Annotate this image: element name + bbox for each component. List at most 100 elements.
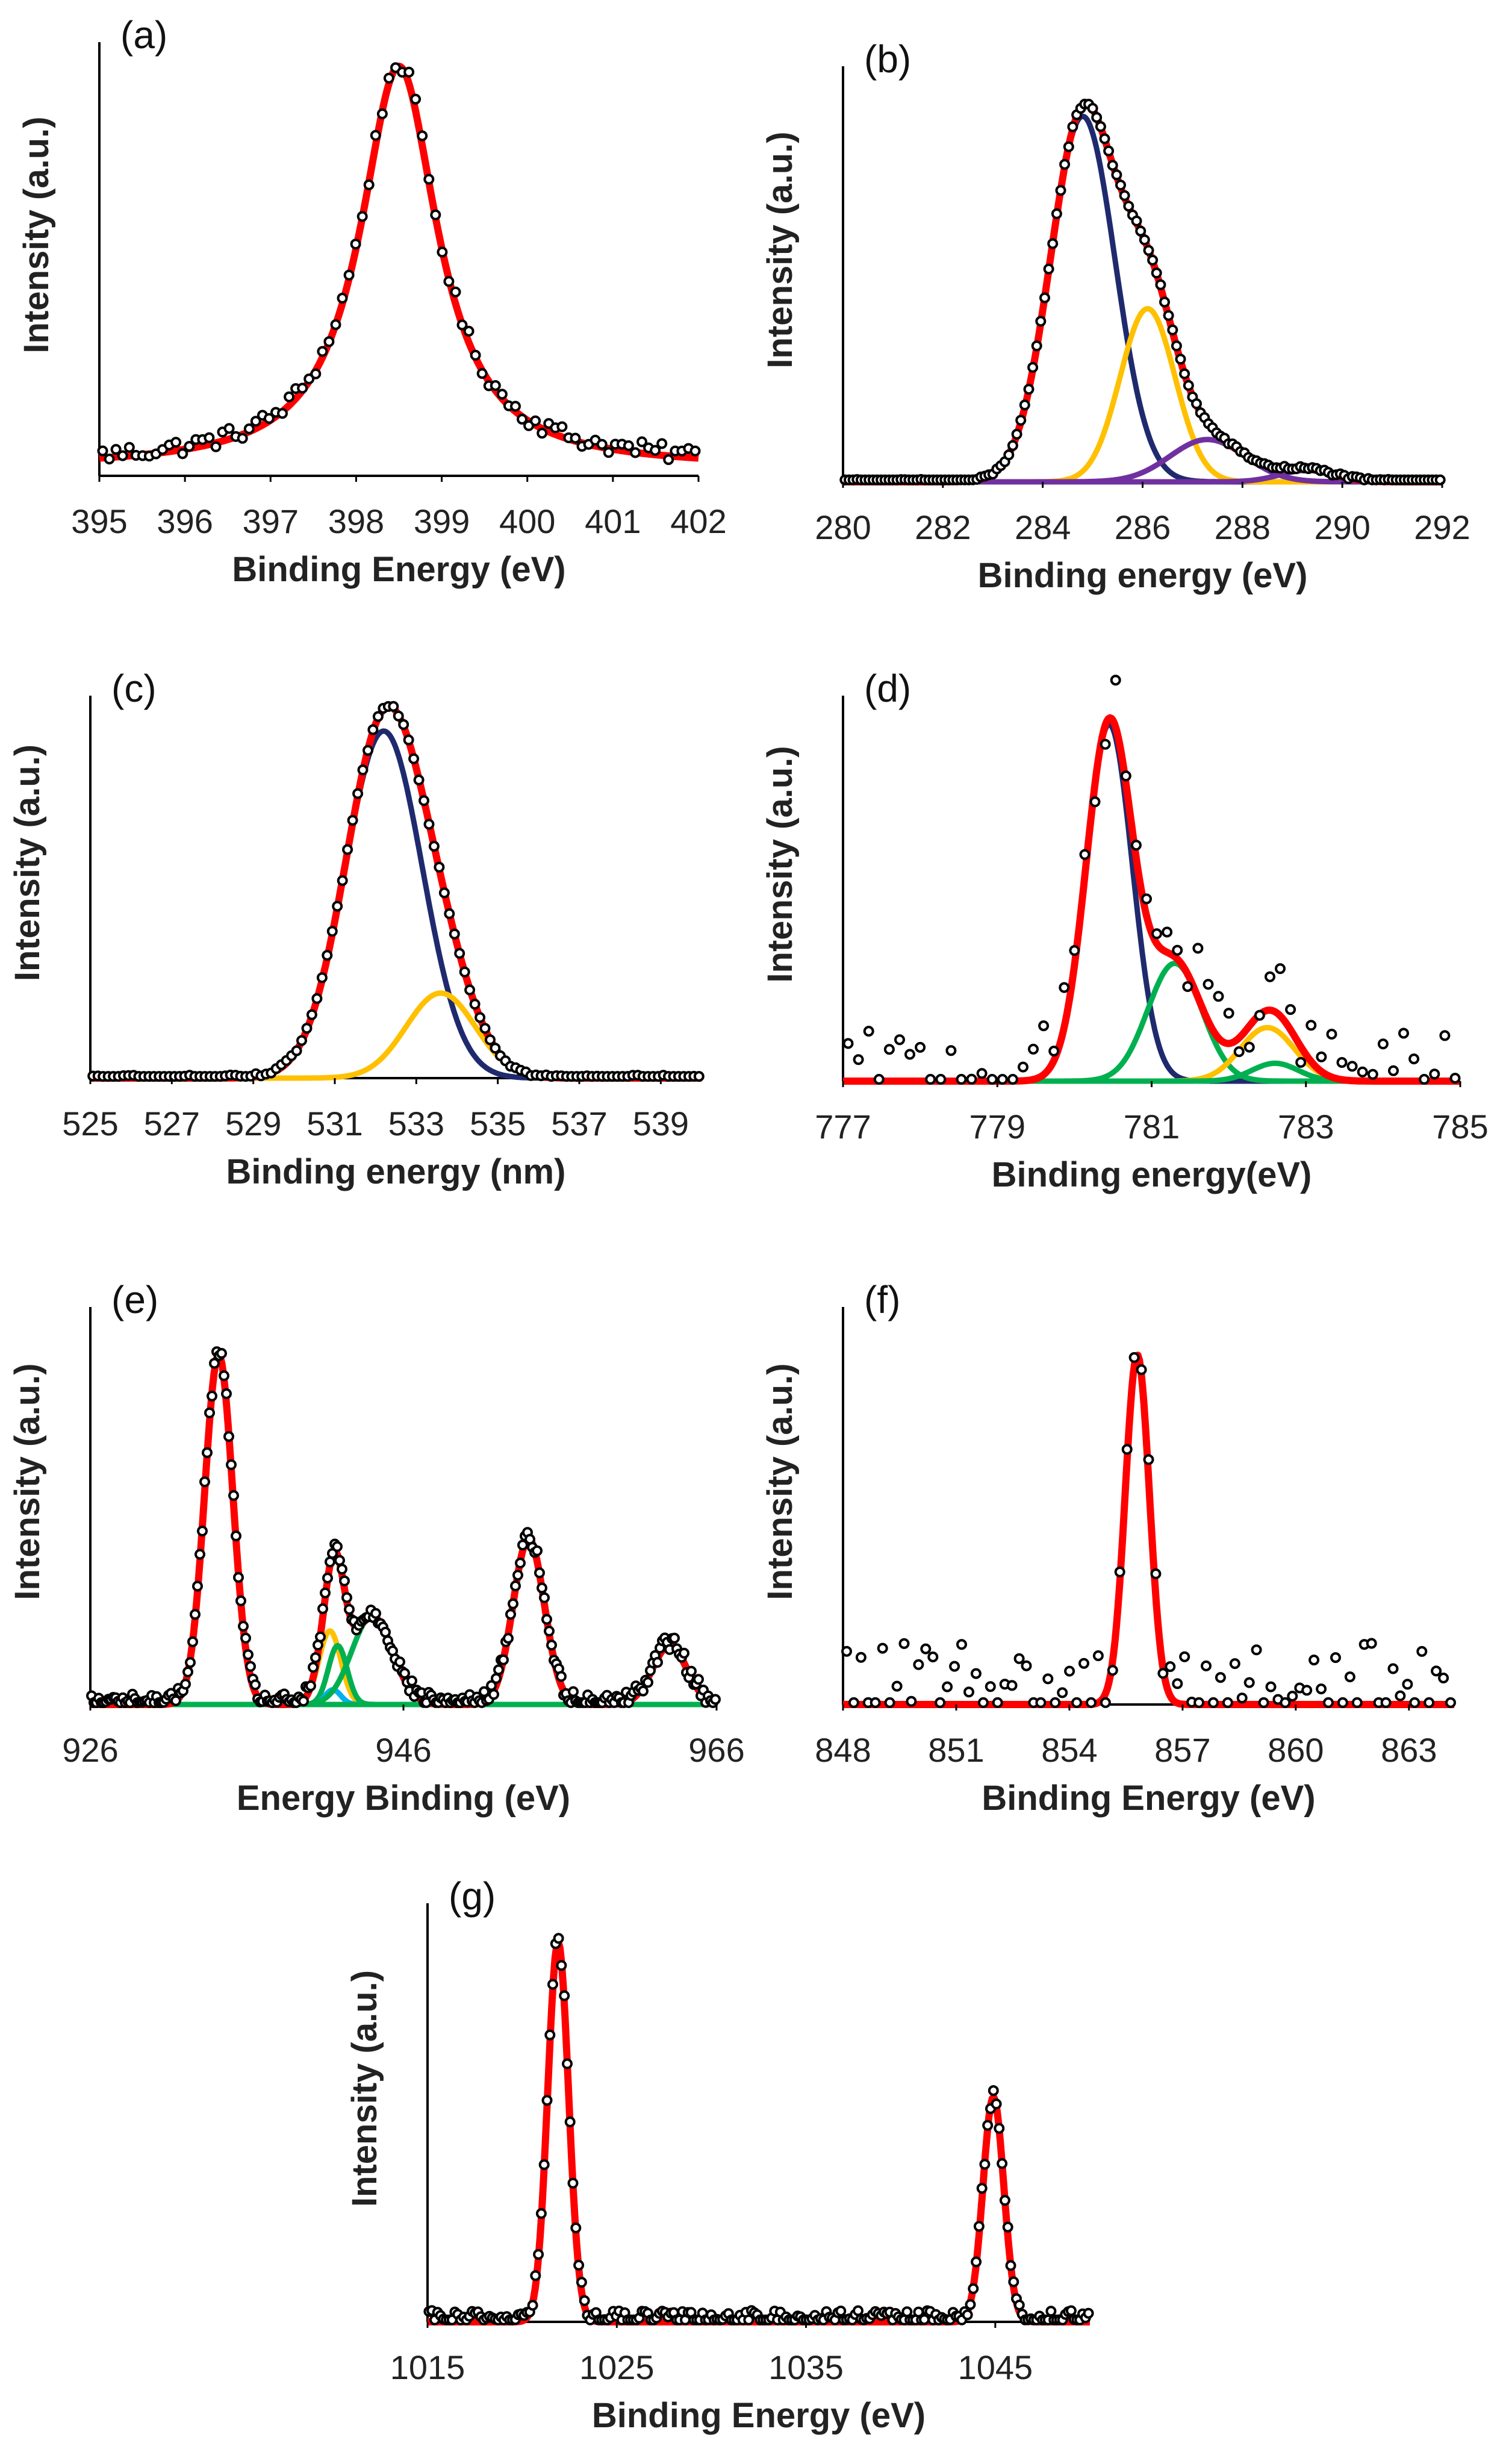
panel-c: 525 527 529 531 533 535 537 539 Binding energy (… <box>8 667 705 1191</box>
data-point-d <box>1223 1008 1234 1019</box>
data-point-g <box>1045 2306 1057 2317</box>
data-point-a <box>490 380 501 391</box>
data-point-g <box>535 2208 547 2219</box>
data-point-f <box>1172 1678 1183 1689</box>
data-point-c <box>393 710 404 722</box>
data-point-e <box>556 1671 567 1682</box>
panel-e: 926 946 966 Energy Binding (eV) Intensity (a… <box>8 1278 745 1818</box>
data-point-e <box>207 1390 217 1402</box>
data-point-d <box>976 1068 988 1079</box>
data-point-g <box>994 2122 1005 2134</box>
data-point-f <box>1215 1672 1226 1683</box>
data-point-a <box>510 401 521 412</box>
data-point-e <box>643 1677 653 1688</box>
data-point-f <box>1424 1697 1435 1708</box>
data-point-a <box>363 179 375 190</box>
data-point-e <box>399 1668 410 1679</box>
x-tick-label-c: 535 <box>470 1105 526 1143</box>
data-point-d <box>1326 1029 1337 1040</box>
data-point-e <box>505 1609 516 1620</box>
x-axis-title-f: Binding Energy (eV) <box>982 1779 1315 1818</box>
data-point-d <box>1048 1046 1060 1057</box>
data-point-b <box>1143 245 1154 256</box>
data-point-d <box>904 1049 915 1060</box>
data-point-f <box>970 1668 982 1679</box>
data-point-g <box>999 2195 1010 2206</box>
data-point-c <box>316 972 328 984</box>
panel-g: 1015 1025 1035 1045 Binding Energy (eV) Inten… <box>345 1874 1094 2435</box>
data-point-g <box>564 2116 576 2127</box>
data-point-g <box>547 1979 558 1990</box>
data-point-g <box>976 2183 988 2194</box>
data-point-a <box>410 93 422 105</box>
data-point-e <box>544 1626 555 1637</box>
y-axis-title-g: Intensity (a.u.) <box>345 1970 384 2207</box>
data-point-e <box>233 1572 244 1583</box>
data-point-b <box>1031 340 1042 352</box>
data-point-d <box>883 1044 895 1055</box>
x-tick-label-b: 286 <box>1115 508 1171 546</box>
data-point-f <box>949 1661 960 1672</box>
data-point-f <box>1431 1665 1442 1677</box>
panel-label-d: (d) <box>864 667 911 710</box>
data-point-a <box>663 454 674 466</box>
data-point-e <box>199 1476 210 1488</box>
data-point-f <box>1380 1697 1392 1708</box>
x-tick-label-f: 857 <box>1154 1731 1210 1769</box>
envelope-g <box>425 1938 1092 2325</box>
data-point-a <box>623 440 634 451</box>
x-tick-label-g: 1035 <box>768 2348 844 2386</box>
data-point-f <box>1006 1680 1018 1691</box>
data-point-f <box>1280 1697 1291 1708</box>
data-point-c <box>372 711 384 722</box>
data-point-f <box>956 1639 967 1650</box>
data-point-e <box>512 1570 523 1581</box>
data-point-d <box>1213 991 1224 1002</box>
panel-b: 280 282 284 286 288 290 292 Binding energy (eV)… <box>761 37 1470 595</box>
envelope-e <box>88 1351 719 1708</box>
data-point-c <box>490 1043 501 1054</box>
data-point-c <box>347 815 358 826</box>
x-tick-label-c: 527 <box>144 1105 200 1143</box>
data-point-f <box>1013 1653 1025 1664</box>
data-point-a <box>104 454 115 465</box>
data-point-a <box>456 319 468 331</box>
data-point-c <box>469 999 481 1010</box>
data-point-b <box>1163 310 1174 321</box>
data-point-d <box>986 1074 998 1085</box>
data-point-d <box>1295 1056 1307 1068</box>
data-point-c <box>291 1045 302 1056</box>
data-point-e <box>532 1545 543 1556</box>
data-point-e <box>250 1679 261 1691</box>
x-axis-title-b: Binding energy (eV) <box>978 556 1308 595</box>
data-point-c <box>449 928 460 940</box>
data-point-f <box>898 1638 910 1649</box>
data-point-f <box>1165 1661 1176 1673</box>
x-tick-label-b: 292 <box>1414 508 1470 546</box>
data-point-f <box>1330 1652 1341 1664</box>
data-point-b <box>1107 160 1118 171</box>
data-point-g <box>538 2159 550 2170</box>
data-point-a <box>376 108 388 119</box>
data-point-f <box>1236 1692 1248 1704</box>
data-point-d <box>1388 1065 1399 1076</box>
data-point-b <box>1051 208 1062 219</box>
data-point-f <box>1344 1671 1355 1683</box>
panel-f: 848 851 854 857 860 863 Binding Energy (eV) Int… <box>761 1278 1457 1818</box>
data-point-f <box>1258 1697 1269 1708</box>
data-point-c <box>311 993 323 1004</box>
data-point-b <box>1183 380 1194 391</box>
data-point-e <box>693 1674 704 1685</box>
data-point-a <box>177 448 188 460</box>
data-point-f <box>1316 1683 1327 1695</box>
data-point-e <box>226 1459 237 1470</box>
x-tick-label-b: 284 <box>1015 508 1071 546</box>
data-point-a <box>303 373 315 385</box>
data-point-f <box>1351 1697 1363 1708</box>
data-point-f <box>1086 1697 1097 1708</box>
data-point-a <box>250 416 261 427</box>
data-point-e <box>406 1675 417 1686</box>
data-point-c <box>419 795 429 806</box>
data-point-a <box>476 368 488 379</box>
